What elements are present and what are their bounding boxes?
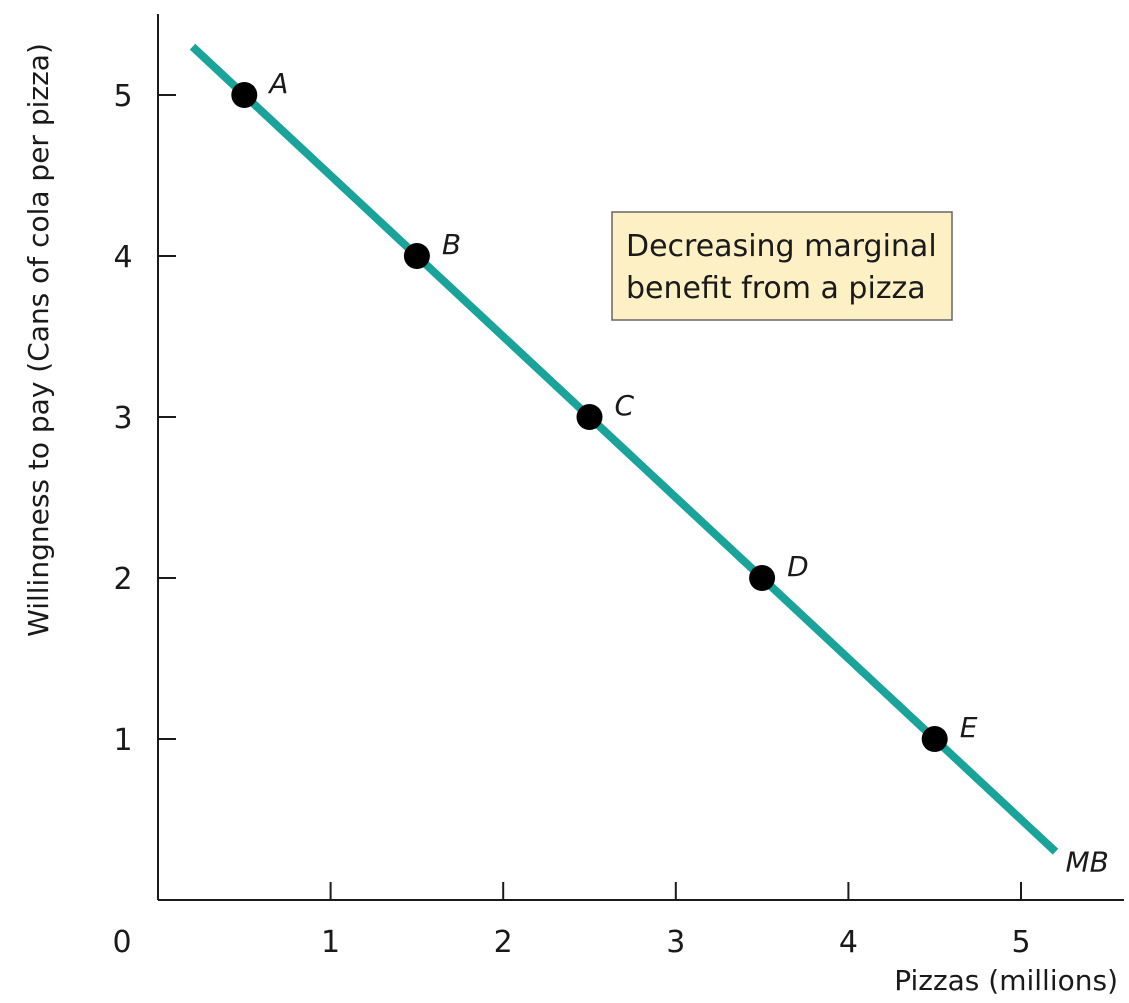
mb-curve bbox=[189, 43, 1059, 855]
point-e bbox=[921, 726, 948, 752]
x-tick-label-1: 1 bbox=[321, 925, 340, 960]
y-tick-label-4: 4 bbox=[113, 240, 132, 275]
annotation-box: Decreasing marginal benefit from a pizza bbox=[611, 211, 953, 321]
y-axis-title: Willingness to pay (Cans of cola per piz… bbox=[22, 43, 55, 637]
y-tick-label-5: 5 bbox=[113, 79, 132, 114]
annotation-box-background bbox=[611, 211, 953, 321]
mb-curve-label: MB bbox=[1066, 846, 1109, 879]
point-label-c: C bbox=[615, 389, 635, 422]
y-tick-label-3: 3 bbox=[113, 401, 132, 436]
point-a bbox=[231, 82, 258, 108]
x-axis-title: Pizzas (millions) bbox=[894, 964, 1118, 997]
x-tick-label-2: 2 bbox=[494, 925, 513, 960]
axes bbox=[157, 14, 1124, 901]
point-label-b: B bbox=[442, 228, 461, 261]
x-tick-label-5: 5 bbox=[1011, 925, 1030, 960]
point-b bbox=[403, 243, 430, 269]
point-label-d: D bbox=[787, 550, 809, 583]
x-tick-label-4: 4 bbox=[839, 925, 858, 960]
x-tick-label-3: 3 bbox=[666, 925, 685, 960]
annotation-line-2: benefit from a pizza bbox=[626, 271, 926, 306]
y-tick-label-1: 1 bbox=[113, 723, 132, 758]
x-tick-label-0: 0 bbox=[112, 925, 131, 960]
point-d bbox=[749, 565, 776, 591]
point-c bbox=[576, 404, 603, 430]
annotation-line-1: Decreasing marginal bbox=[626, 229, 937, 264]
data-points: A B C D E bbox=[231, 67, 978, 752]
ticks: 0 1 2 3 4 5 1 2 3 4 5 bbox=[112, 79, 1030, 960]
point-label-e: E bbox=[960, 711, 978, 744]
point-label-a: A bbox=[267, 67, 288, 100]
y-tick-label-2: 2 bbox=[113, 562, 132, 597]
